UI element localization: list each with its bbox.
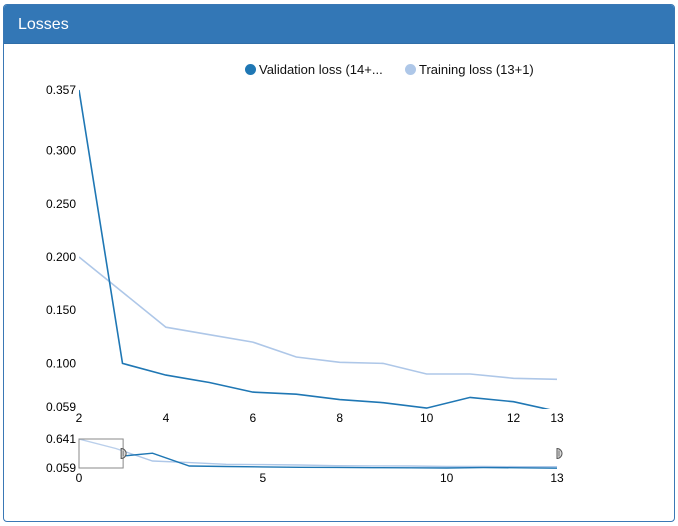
legend-label-training: Training loss (13+1) bbox=[419, 62, 534, 77]
legend-item-training[interactable]: Training loss (13+1) bbox=[405, 62, 534, 77]
legend-swatch-training-icon bbox=[405, 64, 416, 75]
legend-item-validation[interactable]: Validation loss (14+... bbox=[245, 62, 383, 77]
losses-panel: Losses bbox=[3, 4, 675, 522]
legend-label-validation: Validation loss (14+... bbox=[259, 62, 383, 77]
panel-title: Losses bbox=[18, 16, 69, 33]
panel-header: Losses bbox=[4, 5, 674, 44]
legend-swatch-validation-icon bbox=[245, 64, 256, 75]
